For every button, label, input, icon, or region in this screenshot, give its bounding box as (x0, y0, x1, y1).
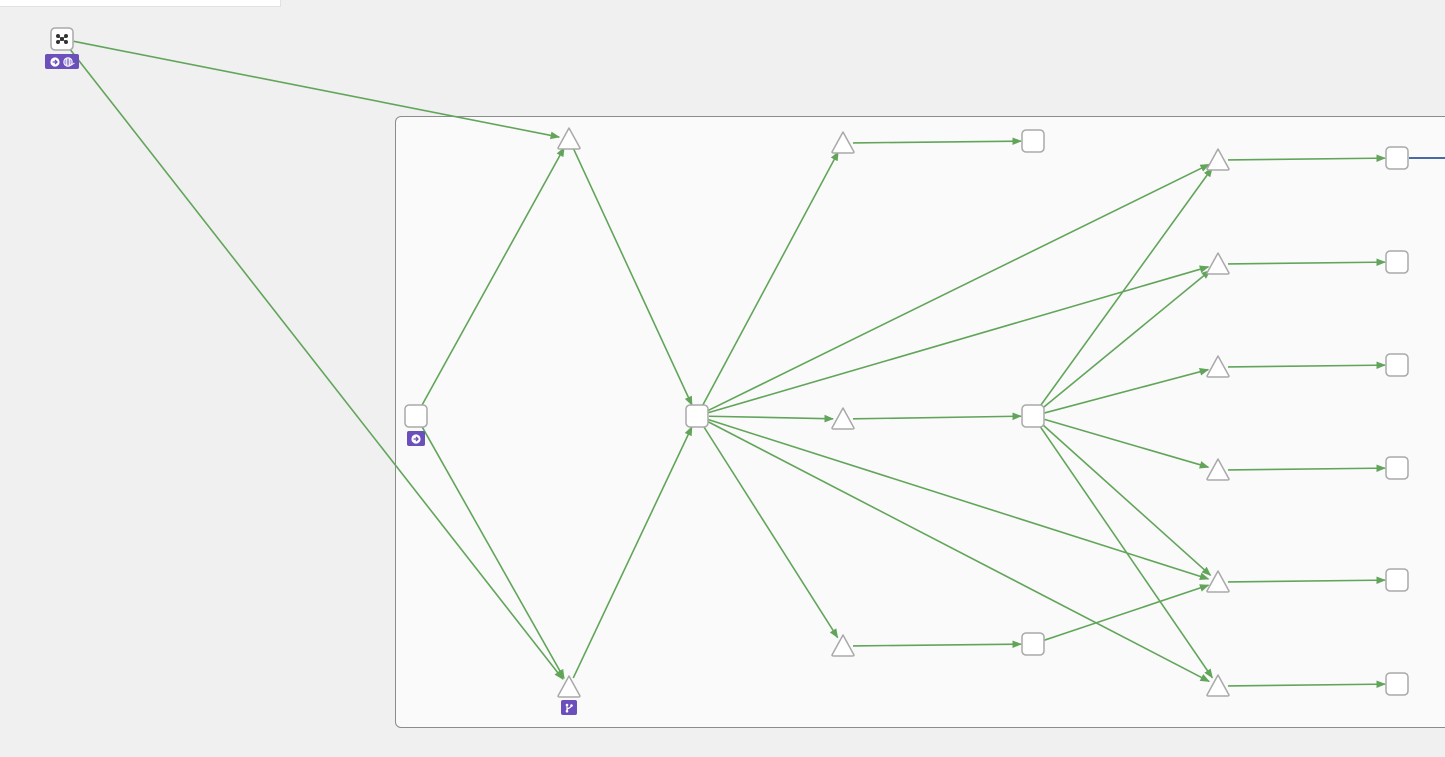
edge-fan-hub-to-branch-4[interactable] (1044, 418, 1210, 469)
node-leaf-2[interactable] (1385, 250, 1409, 274)
node-box-leaf-3[interactable] (1385, 353, 1409, 377)
edge-branch-4-to-leaf-4[interactable] (1227, 464, 1386, 473)
node-triangle-branch-3[interactable] (1206, 355, 1230, 378)
node-triangle-branch-5[interactable] (1206, 570, 1230, 593)
edge-branch-5-to-leaf-5[interactable] (1227, 576, 1386, 585)
node-triangle-split-top[interactable] (557, 127, 581, 150)
node-mid-top[interactable] (831, 131, 855, 154)
node-branch-1[interactable] (1206, 148, 1230, 171)
node-triangle-branch-6[interactable] (1206, 674, 1230, 697)
edge-fan-hub-to-branch-1[interactable] (1039, 167, 1213, 407)
edge-mid-center-to-fan-hub[interactable] (852, 412, 1022, 421)
node-mid-top-out[interactable] (1021, 129, 1045, 153)
edge-hub-to-branch-1[interactable] (707, 163, 1210, 412)
node-mid-bottom[interactable] (831, 634, 855, 657)
arrow-right-circle-icon (49, 56, 60, 67)
arrow-right-circle-icon (411, 433, 421, 444)
node-triangle-branch-4[interactable] (1206, 458, 1230, 481)
node-box-leaf-1[interactable] (1385, 146, 1409, 170)
edge-split-bottom-to-hub[interactable] (572, 425, 693, 679)
node-box-entry[interactable] (404, 404, 428, 428)
badge-split-bottom[interactable] (561, 700, 577, 715)
node-leaf-4[interactable] (1385, 456, 1409, 480)
node-box-leaf-5[interactable] (1385, 568, 1409, 592)
node-leaf-5[interactable] (1385, 568, 1409, 592)
node-branch-2[interactable] (1206, 252, 1230, 275)
node-split-top[interactable] (557, 127, 581, 150)
node-fan-hub[interactable] (1021, 404, 1045, 428)
node-box-mid-bottom-out[interactable] (1021, 632, 1045, 656)
edge-entry-to-split-bottom[interactable] (421, 426, 565, 680)
network-icon (56, 34, 68, 44)
node-box-mid-top-out[interactable] (1021, 129, 1045, 153)
node-mid-bottom-out[interactable] (1021, 632, 1045, 656)
edge-hub-to-branch-6[interactable] (707, 420, 1210, 683)
node-mid-center[interactable] (831, 407, 855, 430)
node-branch-3[interactable] (1206, 355, 1230, 378)
badge-entry[interactable] (407, 431, 425, 446)
edge-fan-hub-to-branch-2[interactable] (1041, 269, 1212, 410)
edge-fan-hub-to-branch-3[interactable] (1044, 368, 1210, 414)
node-leaf-3[interactable] (1385, 353, 1409, 377)
node-leaf-1[interactable] (1385, 146, 1409, 170)
edge-mid-bottom-to-mid-bottom-out[interactable] (852, 640, 1022, 649)
node-triangle-mid-top[interactable] (831, 131, 855, 154)
node-group-container (395, 116, 1445, 728)
edge-hub-to-branch-2[interactable] (708, 265, 1210, 414)
node-box-fan-hub[interactable] (1021, 404, 1045, 428)
node-branch-5[interactable] (1206, 570, 1230, 593)
node-triangle-mid-bottom[interactable] (831, 634, 855, 657)
node-leaf-6[interactable] (1385, 672, 1409, 696)
node-box-leaf-2[interactable] (1385, 250, 1409, 274)
node-split-bottom[interactable] (557, 675, 581, 698)
edge-split-top-to-hub[interactable] (572, 147, 693, 406)
edge-mid-top-to-mid-top-out[interactable] (852, 137, 1022, 146)
badge-source[interactable] (45, 54, 79, 69)
node-entry[interactable] (404, 404, 428, 428)
node-box-leaf-4[interactable] (1385, 456, 1409, 480)
branch-icon (564, 703, 574, 713)
toolbar-strip (0, 0, 281, 7)
edge-source-to-split-bottom[interactable] (68, 47, 564, 680)
node-triangle-branch-2[interactable] (1206, 252, 1230, 275)
node-source[interactable] (50, 27, 74, 51)
edge-branch-2-to-leaf-2[interactable] (1227, 258, 1386, 267)
edge-hub-to-mid-top[interactable] (701, 150, 839, 406)
globe-icon (62, 56, 75, 67)
node-branch-6[interactable] (1206, 674, 1230, 697)
edge-branch-6-to-leaf-6[interactable] (1227, 680, 1386, 689)
edge-fan-hub-to-branch-6[interactable] (1039, 425, 1214, 679)
edge-hub-to-mid-bottom[interactable] (702, 425, 839, 639)
edge-hub-to-branch-5[interactable] (708, 418, 1210, 581)
node-hub[interactable] (685, 404, 709, 428)
edge-source-to-split-top[interactable] (73, 40, 561, 140)
edge-entry-to-split-top[interactable] (421, 146, 565, 406)
node-triangle-branch-1[interactable] (1206, 148, 1230, 171)
node-triangle-split-bottom[interactable] (557, 675, 581, 698)
edge-fan-hub-to-branch-5[interactable] (1041, 423, 1212, 576)
node-box-leaf-6[interactable] (1385, 672, 1409, 696)
node-box-hub[interactable] (685, 404, 709, 428)
node-branch-4[interactable] (1206, 458, 1230, 481)
edge-hub-to-mid-center[interactable] (708, 414, 834, 423)
edge-branch-1-to-leaf-1[interactable] (1227, 154, 1386, 163)
edge-branch-3-to-leaf-3[interactable] (1227, 361, 1386, 370)
edge-mid-bottom-out-to-branch-5[interactable] (1044, 584, 1210, 641)
node-triangle-mid-center[interactable] (831, 407, 855, 430)
